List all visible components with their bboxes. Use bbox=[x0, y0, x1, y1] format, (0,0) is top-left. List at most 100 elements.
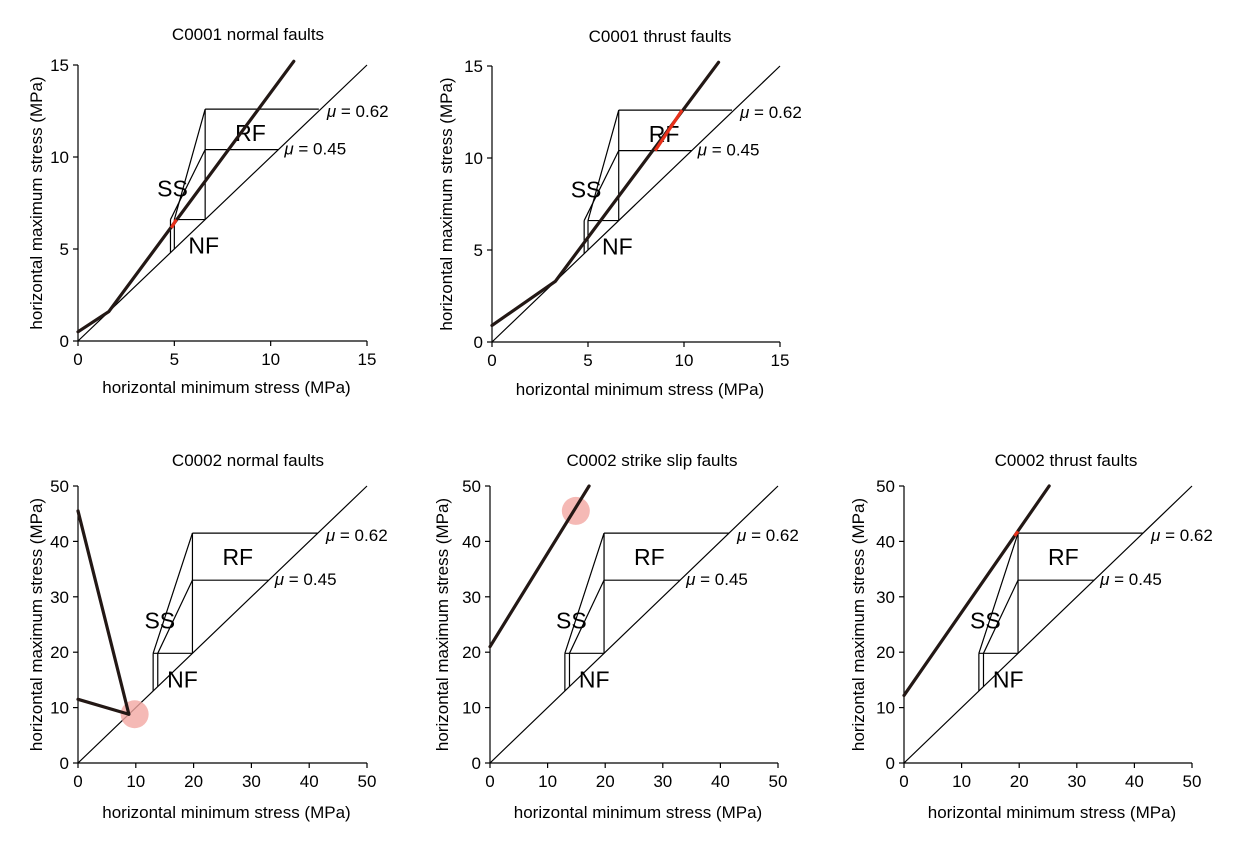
ss-boundary-062 bbox=[173, 108, 206, 220]
mu-symbol: μ bbox=[283, 140, 294, 159]
y-tick-label: 0 bbox=[474, 333, 483, 352]
y-tick-label: 30 bbox=[50, 588, 69, 607]
y-tick-label: 0 bbox=[472, 754, 481, 773]
y-tick-label: 50 bbox=[50, 477, 69, 496]
y-tick-label: 20 bbox=[876, 643, 895, 662]
y-tick-label: 15 bbox=[50, 56, 69, 75]
diagonal-line bbox=[77, 485, 368, 764]
mu-symbol: μ bbox=[1099, 570, 1110, 589]
x-tick-label: 30 bbox=[242, 772, 261, 791]
mu-label-062: μ = 0.62 bbox=[736, 526, 799, 545]
ss-boundary-062 bbox=[564, 532, 605, 654]
x-tick-label: 20 bbox=[184, 772, 203, 791]
y-tick-label: 10 bbox=[464, 149, 483, 168]
region-label-rf: RF bbox=[634, 544, 665, 570]
mu-symbol: μ bbox=[274, 570, 285, 589]
x-axis-label: horizontal minimum stress (MPa) bbox=[514, 803, 762, 822]
ss-boundary-045 bbox=[169, 149, 206, 220]
mu-value: = 0.62 bbox=[749, 103, 801, 122]
mu-symbol: μ bbox=[685, 570, 696, 589]
stress-path-line bbox=[76, 509, 131, 716]
x-tick-label: 30 bbox=[653, 772, 672, 791]
chart-c0001-thrust-faults: C0001 thrust faults 0 5 10 15 0 5 10 15 horizonta… bbox=[420, 0, 840, 420]
region-label-nf: NF bbox=[993, 666, 1024, 692]
y-axis-label: horizontal maximum stress (MPa) bbox=[27, 76, 46, 329]
region-label-nf: NF bbox=[167, 666, 198, 692]
x-tick-label: 10 bbox=[261, 350, 280, 369]
highlight-segment bbox=[653, 109, 684, 152]
stress-polygon bbox=[978, 532, 1144, 691]
x-tick-label: 0 bbox=[899, 772, 908, 791]
chart-c0001-normal-faults: C0001 normal faults 0 5 10 15 0 5 10 15 horizonta… bbox=[0, 0, 420, 420]
mu-value: = 0.45 bbox=[284, 570, 336, 589]
x-tick-label: 20 bbox=[596, 772, 615, 791]
y-tick-label: 40 bbox=[50, 532, 69, 551]
stress-path-line bbox=[76, 697, 131, 716]
x-tick-label: 10 bbox=[952, 772, 971, 791]
y-tick-label: 20 bbox=[50, 643, 69, 662]
ss-boundary-045 bbox=[982, 579, 1019, 654]
x-axis-label: horizontal minimum stress (MPa) bbox=[102, 378, 350, 397]
diagonal-line bbox=[489, 485, 779, 764]
diagonal-line bbox=[77, 64, 368, 342]
chart-svg: C0002 normal faults 0 10 20 30 40 50 0 10 20 30 40 5… bbox=[27, 451, 388, 822]
x-tick-label: 0 bbox=[73, 350, 82, 369]
chart-c0002-thrust-faults: C0002 thrust faults 0 10 20 30 40 50 0 10 20 30 40 5… bbox=[830, 420, 1250, 849]
chart-svg: C0001 thrust faults 0 5 10 15 0 5 10 15 horizonta… bbox=[437, 27, 802, 399]
mu-symbol: μ bbox=[736, 526, 747, 545]
y-axis-label: horizontal maximum stress (MPa) bbox=[849, 498, 868, 751]
mu-label-045: μ = 0.45 bbox=[1099, 570, 1162, 589]
highlight-segment bbox=[1013, 530, 1020, 537]
ss-boundary-062 bbox=[152, 532, 194, 654]
region-label-ss: SS bbox=[556, 608, 587, 634]
diagonal-line bbox=[903, 485, 1193, 764]
mu-symbol: μ bbox=[326, 102, 337, 121]
x-tick-label: 15 bbox=[771, 351, 790, 370]
stress-path-line bbox=[76, 59, 296, 334]
mu-symbol: μ bbox=[325, 526, 336, 545]
x-tick-label: 10 bbox=[538, 772, 557, 791]
x-tick-label: 40 bbox=[300, 772, 319, 791]
y-axis-label: horizontal maximum stress (MPa) bbox=[437, 77, 456, 330]
stress-polygon bbox=[169, 108, 319, 253]
chart-title: C0001 thrust faults bbox=[589, 27, 732, 46]
x-tick-label: 0 bbox=[487, 351, 496, 370]
stress-polygon bbox=[564, 532, 730, 691]
chart-svg: C0002 thrust faults 0 10 20 30 40 50 0 10 20 30 40 5… bbox=[849, 451, 1213, 822]
region-label-ss: SS bbox=[571, 177, 602, 203]
region-label-rf: RF bbox=[222, 544, 253, 570]
region-label-nf: NF bbox=[579, 666, 610, 692]
x-tick-label: 50 bbox=[1183, 772, 1202, 791]
chart-title: C0002 strike slip faults bbox=[566, 451, 737, 470]
mu-label-062: μ = 0.62 bbox=[1150, 526, 1213, 545]
y-tick-label: 30 bbox=[462, 588, 481, 607]
y-tick-label: 0 bbox=[886, 754, 895, 773]
x-tick-label: 50 bbox=[358, 772, 377, 791]
x-tick-label: 10 bbox=[675, 351, 694, 370]
y-tick-label: 40 bbox=[462, 532, 481, 551]
mu-label-062: μ = 0.62 bbox=[739, 103, 802, 122]
mu-value: = 0.62 bbox=[1160, 526, 1212, 545]
y-tick-label: 40 bbox=[876, 532, 895, 551]
mu-value: = 0.62 bbox=[336, 102, 388, 121]
y-tick-label: 5 bbox=[474, 241, 483, 260]
mu-symbol: μ bbox=[1150, 526, 1161, 545]
chart-c0002-strike-slip-faults: C0002 strike slip faults 0 10 20 30 40 50 0 10 20… bbox=[420, 420, 840, 849]
region-label-ss: SS bbox=[970, 608, 1001, 634]
y-tick-label: 5 bbox=[60, 240, 69, 259]
y-axis-label: horizontal maximum stress (MPa) bbox=[433, 498, 452, 751]
highlight-segment bbox=[170, 218, 178, 229]
x-axis-label: horizontal minimum stress (MPa) bbox=[516, 380, 764, 399]
mu-symbol: μ bbox=[739, 103, 750, 122]
x-tick-label: 10 bbox=[126, 772, 145, 791]
y-tick-label: 50 bbox=[876, 477, 895, 496]
region-label-nf: NF bbox=[602, 234, 633, 260]
stress-polygon bbox=[152, 532, 318, 691]
chart-c0002-normal-faults: C0002 normal faults 0 10 20 30 40 50 0 10 20 30 40 5… bbox=[0, 420, 420, 849]
x-tick-label: 5 bbox=[170, 350, 179, 369]
diagonal-line bbox=[491, 65, 781, 343]
mu-label-062: μ = 0.62 bbox=[325, 526, 388, 545]
y-axis-label: horizontal maximum stress (MPa) bbox=[27, 498, 46, 751]
y-tick-label: 0 bbox=[60, 332, 69, 351]
